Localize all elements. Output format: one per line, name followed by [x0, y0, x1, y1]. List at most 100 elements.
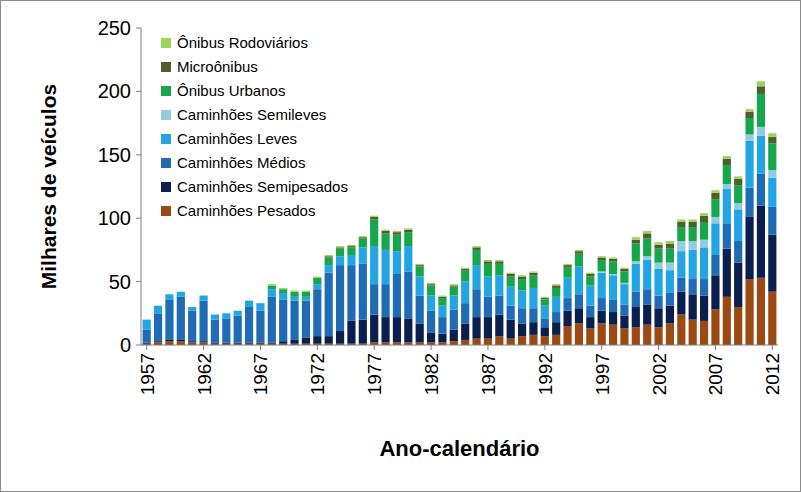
bar-segment	[165, 340, 173, 341]
bar-segment	[290, 301, 298, 340]
bar-segment	[632, 261, 640, 264]
bar-segment	[711, 255, 719, 275]
bar-segment	[654, 308, 662, 327]
y-tick	[136, 218, 141, 219]
x-tick-label: 2002	[649, 353, 670, 395]
bar-segment	[450, 285, 458, 286]
bar-segment	[245, 300, 253, 301]
bar-segment	[268, 285, 276, 286]
bar-segment	[143, 319, 151, 320]
bar-segment	[700, 279, 708, 295]
bar-segment	[336, 249, 344, 257]
x-tick-label: 1957	[137, 353, 158, 395]
bar-segment	[404, 271, 412, 318]
bar-segment	[723, 184, 731, 189]
bar-segment	[654, 263, 662, 269]
bar-segment	[723, 165, 731, 184]
bar-segment	[575, 294, 583, 308]
bar-segment	[154, 305, 162, 306]
bar-segment	[620, 304, 628, 315]
legend-label: Microônibus	[177, 58, 258, 75]
bar-segment	[643, 238, 651, 256]
bar-segment	[234, 310, 242, 311]
bar-segment	[370, 219, 378, 246]
bar-segment	[529, 273, 537, 276]
bar-segment	[757, 174, 765, 206]
bar-segment	[700, 247, 708, 279]
bar-segment	[450, 296, 458, 310]
bar-segment	[404, 230, 412, 233]
bar-segment	[370, 217, 378, 220]
bar-segment	[234, 342, 242, 343]
bar-segment	[416, 323, 424, 342]
x-tick-label: 1992	[535, 353, 556, 395]
bar-segment	[643, 304, 651, 324]
x-tick	[146, 345, 147, 350]
bar-segment	[222, 313, 230, 314]
bar-segment	[381, 233, 389, 249]
y-axis	[141, 28, 142, 345]
bar-segment	[541, 298, 549, 299]
bar-segment	[188, 311, 196, 341]
bar-segment	[359, 236, 367, 237]
bar-segment	[734, 263, 742, 307]
bar-segment	[199, 295, 207, 296]
bar-segment	[245, 301, 253, 307]
legend: Ônibus RodoviáriosMicroônibusÔnibus Urba…	[161, 34, 348, 219]
bar-segment	[518, 336, 526, 345]
x-axis	[141, 345, 778, 346]
bar-segment	[381, 250, 389, 284]
bar-segment	[552, 297, 560, 312]
bar-segment	[325, 273, 333, 336]
bar-segment	[586, 274, 594, 277]
bar-segment	[518, 277, 526, 280]
bar-segment	[472, 247, 480, 250]
bar-segment	[290, 292, 298, 297]
bar-segment	[632, 327, 640, 345]
bar-segment	[563, 326, 571, 345]
bar-segment	[654, 245, 662, 249]
bar-segment	[313, 277, 321, 278]
bar-segment	[495, 336, 503, 345]
bar-segment	[393, 317, 401, 342]
bar-segment	[495, 275, 503, 295]
bar-segment	[302, 291, 310, 292]
bar-segment	[279, 293, 287, 299]
bar-segment	[177, 291, 185, 292]
bar-segment	[279, 289, 287, 290]
bar-segment	[677, 315, 685, 345]
bar-segment	[609, 325, 617, 345]
bar-segment	[177, 291, 185, 292]
bar-segment	[290, 291, 298, 292]
bar-segment	[495, 296, 503, 315]
bar-segment	[416, 264, 424, 265]
bar-segment	[154, 305, 162, 306]
bar-segment	[245, 300, 253, 301]
bar-segment	[711, 193, 719, 199]
bar-segment	[768, 292, 776, 345]
bar-segment	[325, 256, 333, 257]
bar-segment	[700, 213, 708, 216]
bar-segment	[484, 317, 492, 339]
legend-swatch	[161, 110, 171, 120]
x-tick-label: 1982	[421, 353, 442, 395]
bar-segment	[188, 341, 196, 342]
bar-segment	[495, 260, 503, 261]
x-tick-label: 1962	[194, 353, 215, 395]
bar-segment	[575, 251, 583, 254]
bar-segment	[598, 256, 606, 257]
bar-segment	[598, 260, 606, 271]
bar-segment	[518, 290, 526, 308]
bar-segment	[700, 240, 708, 248]
bar-segment	[256, 303, 264, 311]
bar-segment	[211, 314, 219, 315]
bar-segment	[302, 297, 310, 301]
x-tick-label: 1967	[250, 353, 271, 395]
bar-segment	[472, 265, 480, 289]
bar-segment	[609, 259, 617, 262]
bar-segment	[575, 266, 583, 294]
bar-segment	[438, 306, 446, 317]
bar-segment	[666, 249, 674, 263]
bar-segment	[177, 291, 185, 292]
bar-segment	[768, 137, 776, 143]
